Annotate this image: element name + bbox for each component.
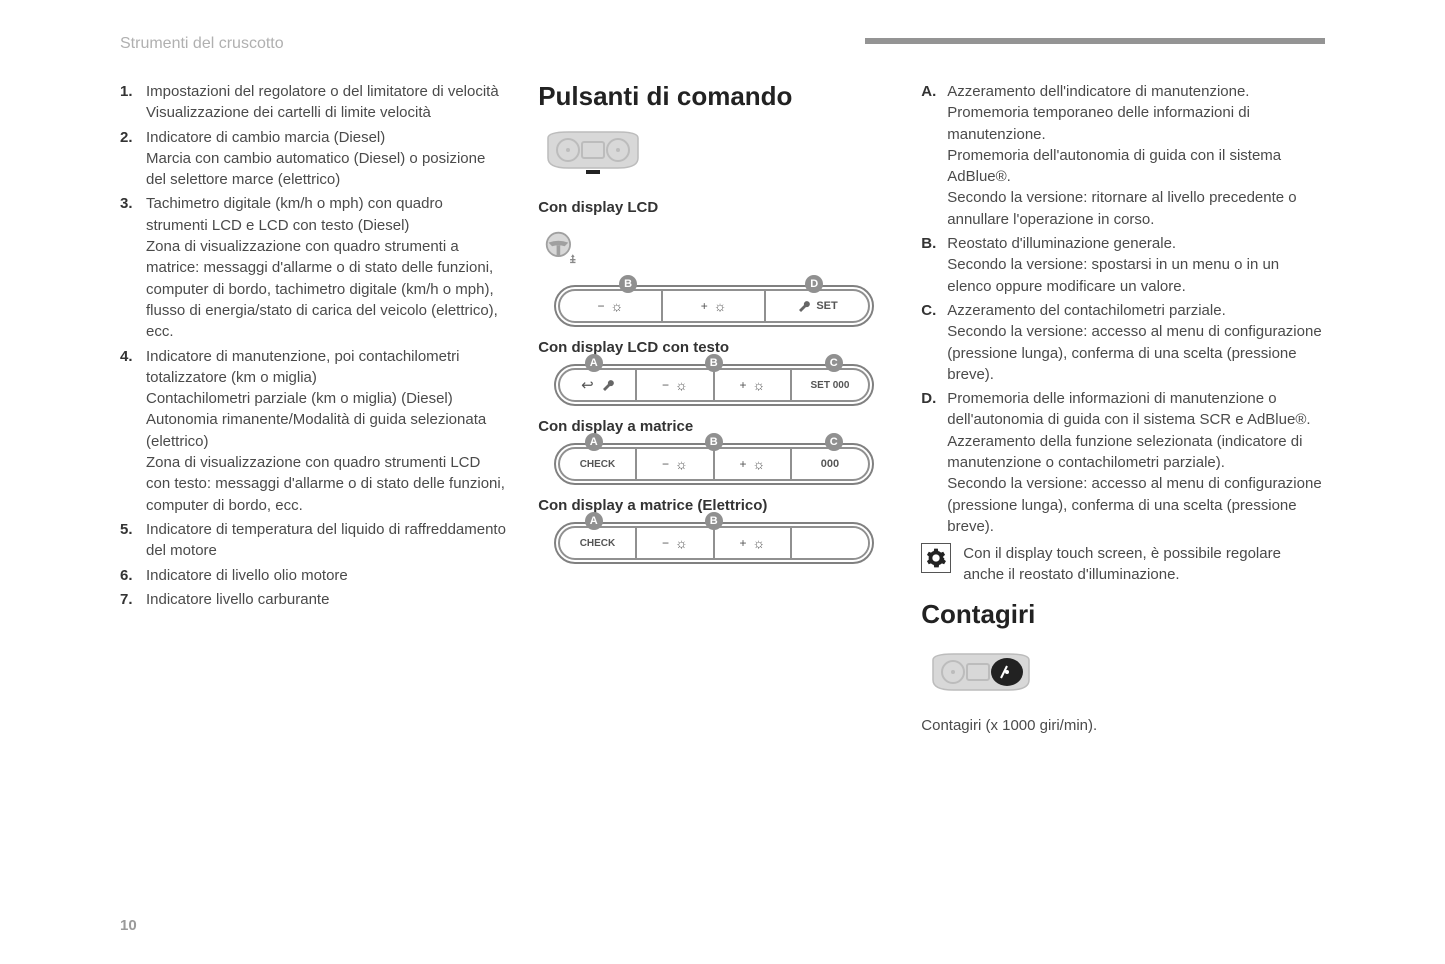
item-marker: A. xyxy=(921,81,947,230)
item-text: Azzeramento del contachilometri parziale… xyxy=(947,300,1325,321)
item-text: Azzeramento della funzione selezionata (… xyxy=(947,431,1325,474)
cell-label: SET 000 xyxy=(811,380,850,391)
item-marker: 6. xyxy=(120,565,146,586)
list-item: 2. Indicatore di cambio marcia (Diesel) … xyxy=(120,127,506,191)
item-marker: 7. xyxy=(120,589,146,610)
item-marker: 2. xyxy=(120,127,146,191)
left-column: 1. Impostazioni del regolatore o del lim… xyxy=(120,81,506,734)
panel-cell: −☼ xyxy=(637,449,715,479)
item-text: Visualizzazione dei cartelli di limite v… xyxy=(146,102,506,123)
list-item: 5. Indicatore di temperatura del liquido… xyxy=(120,519,506,562)
item-text: Reostato d'illuminazione generale. xyxy=(947,233,1325,254)
panel-cell: +☼ xyxy=(715,449,793,479)
item-marker: B. xyxy=(921,233,947,297)
main-columns: 1. Impostazioni del regolatore o del lim… xyxy=(120,81,1325,734)
panel-cell: +☼ xyxy=(663,291,766,321)
panel-lcd: B D −☼ +☼ SET xyxy=(538,285,889,327)
item-marker: D. xyxy=(921,388,947,537)
item-text: Promemoria temporaneo delle informazioni… xyxy=(947,102,1325,145)
panel-cell: −☼ xyxy=(637,528,715,558)
cell-label: 000 xyxy=(821,458,839,470)
panel-cell: −☼ xyxy=(637,370,715,400)
list-item: A. Azzeramento dell'indicatore di manute… xyxy=(921,81,1325,230)
panel-cell: SET 000 xyxy=(792,370,868,400)
item-text: Promemoria delle informazioni di manuten… xyxy=(947,388,1325,431)
list-item: D. Promemoria delle informazioni di manu… xyxy=(921,388,1325,537)
item-text: Indicatore livello carburante xyxy=(146,589,506,610)
item-text: Contachilometri parziale (km o miglia) (… xyxy=(146,388,506,409)
panel-cell: CHECK xyxy=(560,449,638,479)
matrix-heading: Con display a matrice xyxy=(538,418,889,435)
tachometer-heading: Contagiri xyxy=(921,599,1325,630)
item-text: Indicatore di manutenzione, poi contachi… xyxy=(146,346,506,389)
list-item: 4. Indicatore di manutenzione, poi conta… xyxy=(120,346,506,516)
item-text: Azzeramento dell'indicatore di manutenzi… xyxy=(947,81,1325,102)
item-text: Zona di visualizzazione con quadro strum… xyxy=(146,452,506,516)
panel-matrix-electric: A B CHECK −☼ +☼ xyxy=(538,522,889,564)
steering-wheel-icon xyxy=(544,230,580,266)
middle-column: Pulsanti di comando Con display LCD B xyxy=(538,81,889,734)
list-item: 6. Indicatore di livello olio motore xyxy=(120,565,506,586)
wrench-icon xyxy=(796,299,810,313)
item-marker: C. xyxy=(921,300,947,385)
note-text: Con il display touch screen, è possibile… xyxy=(963,543,1325,585)
panel-cell: −☼ xyxy=(560,291,663,321)
cell-label: CHECK xyxy=(580,459,616,470)
panel-lcd-text: A B C ↩ −☼ +☼ SET 000 xyxy=(538,364,889,406)
panel-cell: ↩ xyxy=(560,370,638,400)
numbered-list: 1. Impostazioni del regolatore o del lim… xyxy=(120,81,506,610)
list-item: 3. Tachimetro digitale (km/h o mph) con … xyxy=(120,193,506,342)
list-item: C. Azzeramento del contachilometri parzi… xyxy=(921,300,1325,385)
panel-cell: +☼ xyxy=(715,370,793,400)
item-text: Secondo la versione: accesso al menu di … xyxy=(947,321,1325,385)
item-text: Secondo la versione: spostarsi in un men… xyxy=(947,254,1325,297)
list-item: 1. Impostazioni del regolatore o del lim… xyxy=(120,81,506,124)
item-text: Indicatore di livello olio motore xyxy=(146,565,506,586)
panel-cell: 000 xyxy=(792,449,868,479)
panel-cell: SET xyxy=(766,291,867,321)
item-text: Zona di visualizzazione con quadro strum… xyxy=(146,236,506,342)
note-box: Con il display touch screen, è possibile… xyxy=(921,543,1325,585)
matrix-electric-heading: Con display a matrice (Elettrico) xyxy=(538,497,889,514)
list-item: 7. Indicatore livello carburante xyxy=(120,589,506,610)
item-marker: 1. xyxy=(120,81,146,124)
gear-icon xyxy=(921,543,951,573)
item-text: Indicatore di temperatura del liquido di… xyxy=(146,519,506,562)
right-column: A. Azzeramento dell'indicatore di manute… xyxy=(921,81,1325,734)
item-marker: 5. xyxy=(120,519,146,562)
panel-matrix: A B C CHECK −☼ +☼ 000 xyxy=(538,443,889,485)
panel-cell-blank xyxy=(792,528,868,558)
item-text: Indicatore di cambio marcia (Diesel) xyxy=(146,127,506,148)
item-text: Tachimetro digitale (km/h o mph) con qua… xyxy=(146,193,506,236)
panel-cell: CHECK xyxy=(560,528,638,558)
wrench-icon xyxy=(600,378,614,392)
panel-cell: +☼ xyxy=(715,528,793,558)
lcd-heading: Con display LCD xyxy=(538,199,889,216)
list-item: B. Reostato d'illuminazione generale. Se… xyxy=(921,233,1325,297)
item-marker: 3. xyxy=(120,193,146,342)
page-number: 10 xyxy=(120,917,137,934)
item-text: Autonomia rimanente/Modalità di guida se… xyxy=(146,409,506,452)
lcd-text-heading: Con display LCD con testo xyxy=(538,339,889,356)
dashboard-cluster-icon xyxy=(538,124,648,174)
alpha-list: A. Azzeramento dell'indicatore di manute… xyxy=(921,81,1325,537)
dashboard-cluster-tacho-icon xyxy=(921,646,1041,696)
item-marker: 4. xyxy=(120,346,146,516)
command-buttons-heading: Pulsanti di comando xyxy=(538,81,889,112)
item-text: Secondo la versione: accesso al menu di … xyxy=(947,473,1325,537)
item-text: Secondo la versione: ritornare al livell… xyxy=(947,187,1325,230)
item-text: Promemoria dell'autonomia di guida con i… xyxy=(947,145,1325,188)
header-gray-bar xyxy=(865,38,1325,44)
item-text: Marcia con cambio automatico (Diesel) o … xyxy=(146,148,506,191)
tachometer-text: Contagiri (x 1000 giri/min). xyxy=(921,717,1325,734)
cell-label: CHECK xyxy=(580,538,616,549)
item-text: Impostazioni del regolatore o del limita… xyxy=(146,81,506,102)
cell-label: SET xyxy=(816,300,837,312)
